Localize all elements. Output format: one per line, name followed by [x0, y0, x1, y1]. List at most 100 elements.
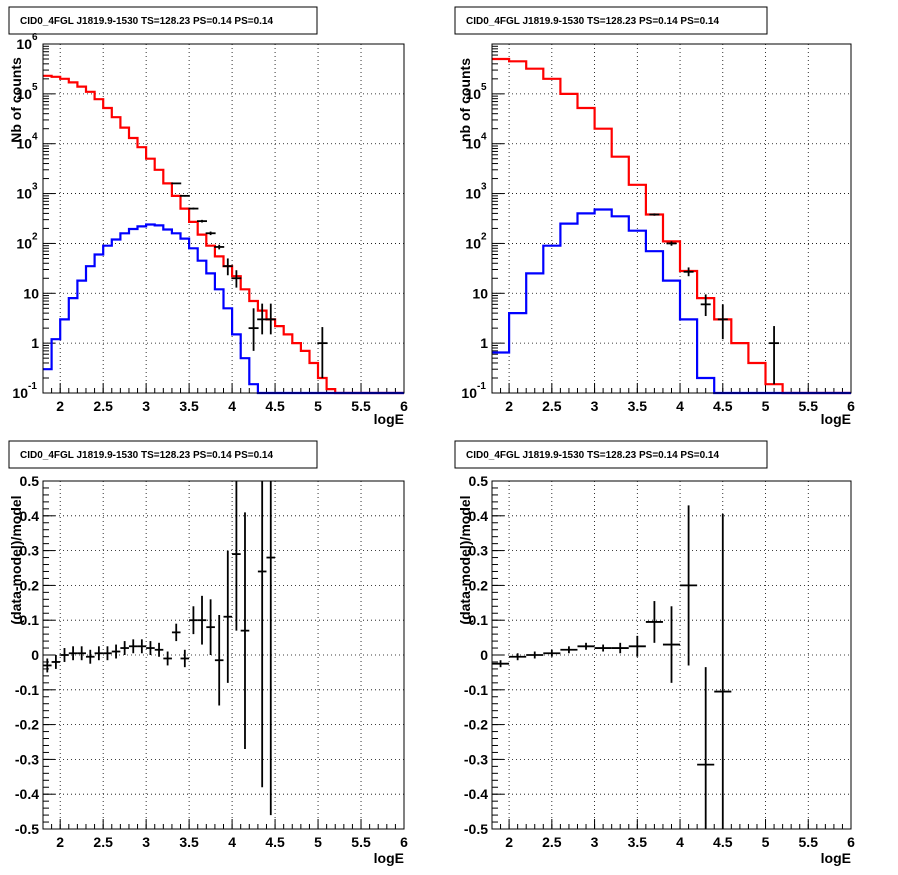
chart-title: CID0_4FGL J1819.9-1530 TS=128.23 PS=0.14…: [20, 450, 273, 461]
data-point: [171, 623, 181, 642]
data-point: [231, 270, 242, 288]
x-tick-label: 4: [228, 398, 236, 414]
data-point: [509, 653, 527, 661]
y-tick-exponent: 2: [481, 231, 487, 242]
data-point: [526, 651, 544, 659]
data-point: [197, 219, 208, 223]
data-point: [171, 182, 182, 185]
y-axis-title: Nb of counts: [8, 57, 24, 143]
data-point: [205, 231, 216, 236]
data-point: [51, 655, 61, 669]
x-tick-label: 4.5: [713, 398, 733, 414]
data-point: [188, 207, 199, 210]
data-point: [240, 512, 250, 749]
panel-residuals-left: CID0_4FGL J1819.9-1530 TS=128.23 PS=0.14…: [8, 440, 408, 866]
data-point: [85, 649, 95, 664]
data-point: [111, 644, 121, 659]
data-point: [265, 303, 276, 335]
y-tick-label: 10: [465, 86, 481, 102]
plot-frame: [491, 480, 852, 830]
plot-frame: [491, 43, 852, 394]
plot-background: [492, 44, 851, 393]
y-tick-label: -0.5: [464, 821, 488, 837]
x-tick-label: 5: [762, 398, 770, 414]
y-tick-label: 10: [16, 136, 32, 152]
y-tick-label: -0.2: [464, 717, 488, 733]
data-point: [645, 601, 663, 643]
data-point: [77, 646, 86, 661]
y-tick-label: -0.1: [15, 682, 39, 698]
y-tick-exponent: 4: [481, 132, 487, 143]
data-point: [214, 244, 225, 250]
panel-residuals-right: CID0_4FGL J1819.9-1530 TS=128.23 PS=0.14…: [454, 440, 855, 866]
data-point: [628, 635, 646, 657]
y-tick-label: 10: [465, 186, 481, 202]
y-axis-title: (data-model)/model: [457, 495, 473, 624]
x-tick-label: 3: [591, 398, 599, 414]
x-tick-label: 2: [505, 398, 513, 414]
title-box: [8, 6, 318, 35]
panel-counts-left: CID0_4FGL J1819.9-1530 TS=128.23 PS=0.14…: [8, 6, 408, 427]
plot-area: 2 2.5 3 3.5 4 4.5 5 5.5 6 -0.5 -0.4 -0.3 -0.2 -0.1 0 0.…: [464, 473, 855, 850]
data-point: [120, 641, 129, 655]
data-point: [180, 649, 190, 668]
chart-title: CID0_4FGL J1819.9-1530 TS=128.23 PS=0.14…: [466, 450, 719, 461]
x-tick-label: 3.5: [179, 398, 199, 414]
data-point: [128, 639, 138, 654]
title-box: [8, 440, 318, 469]
y-tick-label: -0.1: [464, 682, 488, 698]
x-tick-label: 6: [847, 398, 855, 414]
data-point: [103, 646, 112, 661]
x-tick-label: 5: [314, 834, 322, 850]
y-tick-label: 0.4: [469, 508, 489, 524]
data-point: [560, 646, 578, 654]
data-point: [611, 642, 629, 654]
y-tick-label: -0.4: [464, 786, 488, 802]
y-tick-label: 10: [465, 235, 481, 251]
x-tick-label: 5: [314, 398, 322, 414]
y-axis-title: (data-model)/model: [8, 495, 24, 624]
x-tick-label: 2.5: [542, 834, 562, 850]
data-point: [257, 481, 267, 788]
x-tick-label: 2: [56, 834, 64, 850]
y-tick-label: 0.5: [20, 473, 40, 489]
x-tick-label: 4.5: [265, 398, 285, 414]
y-tick-label: 0: [480, 647, 488, 663]
x-tick-label: 5.5: [799, 834, 819, 850]
x-tick-label: 2.5: [93, 834, 113, 850]
histogram-series: [43, 74, 404, 395]
x-tick-label: 2: [505, 834, 513, 850]
data-point: [257, 303, 268, 335]
y-tick-label: 1: [31, 335, 39, 351]
data-point: [683, 267, 694, 277]
y-tick-label: 1: [480, 335, 488, 351]
y-tick-label: 10: [472, 285, 488, 301]
data-point: [248, 308, 259, 351]
y-tick-label: 0.4: [20, 508, 40, 524]
data-point: [60, 648, 69, 662]
y-tick-exponent: -1: [28, 381, 37, 392]
x-tick-label: 2: [56, 398, 64, 414]
data-point: [577, 642, 595, 650]
y-tick-exponent: 5: [481, 82, 487, 93]
title-box: [454, 440, 768, 469]
y-tick-exponent: 6: [32, 32, 38, 43]
y-tick-label: 10: [12, 385, 28, 401]
x-tick-label: 6: [847, 834, 855, 850]
y-tick-label: 0.5: [469, 473, 489, 489]
x-tick-label: 6: [400, 834, 408, 850]
x-tick-label: 5.5: [799, 398, 819, 414]
panel-counts-right: CID0_4FGL J1819.9-1530 TS=128.23 PS=0.14…: [454, 6, 855, 427]
plot-frame: [42, 480, 405, 830]
x-tick-label: 3.5: [179, 834, 199, 850]
y-tick-label: -0.2: [15, 717, 39, 733]
y-tick-label: 0.3: [469, 543, 489, 559]
data-point: [700, 294, 711, 317]
y-tick-label: -0.4: [15, 786, 39, 802]
y-tick-label: -0.3: [15, 751, 39, 767]
x-axis-title: logE: [821, 411, 851, 427]
chart-title: CID0_4FGL J1819.9-1530 TS=128.23 PS=0.14…: [20, 16, 273, 27]
